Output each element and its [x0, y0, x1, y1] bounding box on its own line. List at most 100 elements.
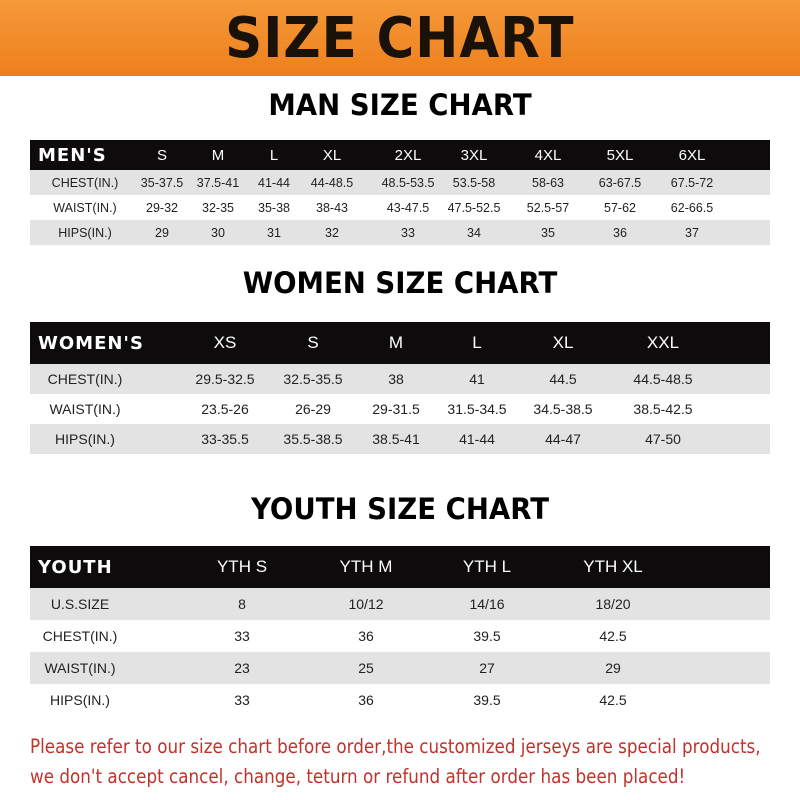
table-cell: 44.5-48.5: [633, 371, 693, 387]
table-cell: 52.5-57: [526, 200, 570, 215]
banner: SIZE CHART: [0, 0, 800, 76]
table-cell: 58-63: [532, 175, 564, 190]
measure-label: U.S.SIZE: [50, 596, 110, 612]
table-cell: 30: [211, 225, 225, 240]
table-cell: 36: [613, 225, 627, 240]
size-header: M: [388, 333, 404, 352]
table-cell: 31.5-34.5: [447, 401, 507, 417]
notice-line-2: we don't accept cancel, change, teturn o…: [30, 765, 686, 788]
men-size-table: MEN'S S M L XL 2XL 3XL 4XL 5XL 6XL CHEST(IN.) 35-37…: [30, 140, 770, 245]
table-cell: 67.5-72: [670, 175, 714, 190]
table-cell: 34: [467, 225, 481, 240]
table-cell: 38.5-41: [372, 431, 420, 447]
table-cell: 47-50: [645, 431, 681, 447]
measure-label: CHEST(IN.): [42, 628, 118, 644]
table-cell: 37: [685, 225, 699, 240]
women-chart-title: WOMEN SIZE CHART: [242, 266, 558, 300]
size-header: 3XL: [460, 146, 488, 164]
table-header-row: WOMEN'S XS S M L XL XXL: [30, 322, 770, 364]
table-cell: 35: [541, 225, 555, 240]
table-cell: 41-44: [459, 431, 495, 447]
table-cell: 36: [358, 628, 374, 644]
size-header: YTH L: [462, 557, 512, 576]
size-header: 4XL: [534, 146, 562, 164]
table-title-cell: YOUTH: [38, 556, 113, 578]
table-row: U.S.SIZE 8 10/12 14/16 18/20: [30, 588, 770, 620]
table-cell: 23: [234, 660, 250, 676]
table-cell: 43-47.5: [386, 200, 430, 215]
table-cell: 42.5: [599, 692, 627, 708]
table-cell: 27: [479, 660, 495, 676]
size-header: 6XL: [678, 146, 706, 164]
table-cell: 32-35: [202, 200, 234, 215]
size-header: YTH XL: [583, 557, 643, 576]
size-header: S: [307, 333, 319, 352]
table-cell: 57-62: [604, 200, 636, 215]
measure-label: HIPS(IN.): [50, 692, 110, 708]
table-cell: 39.5: [473, 628, 501, 644]
table-cell: 35-38: [258, 200, 290, 215]
size-header: XL: [322, 146, 342, 164]
table-cell: 33: [234, 692, 250, 708]
size-header: L: [269, 146, 279, 164]
banner-title: SIZE CHART: [225, 5, 575, 71]
size-header: S: [156, 146, 168, 164]
table-title-cell: MEN'S: [38, 144, 107, 166]
table-title-cell: WOMEN'S: [38, 332, 144, 354]
table-cell: 44-47: [545, 431, 581, 447]
size-header: 2XL: [394, 146, 422, 164]
table-cell: 38-43: [316, 200, 348, 215]
table-row: HIPS(IN.) 33 36 39.5 42.5: [30, 684, 770, 716]
table-cell: 29-32: [146, 200, 178, 215]
table-cell: 32: [325, 225, 339, 240]
table-cell: 23.5-26: [201, 401, 249, 417]
measure-label: HIPS(IN.): [58, 225, 112, 240]
table-cell: 47.5-52.5: [447, 200, 501, 215]
table-cell: 31: [267, 225, 281, 240]
measure-label: HIPS(IN.): [55, 431, 115, 447]
table-cell: 38.5-42.5: [633, 401, 693, 417]
table-cell: 41: [469, 371, 485, 387]
table-cell: 35.5-38.5: [283, 431, 343, 447]
size-header: YTH M: [339, 557, 393, 576]
table-cell: 29.5-32.5: [195, 371, 255, 387]
table-cell: 35-37.5: [140, 175, 184, 190]
measure-label: WAIST(IN.): [53, 200, 117, 215]
table-cell: 37.5-41: [196, 175, 240, 190]
table-cell: 38: [388, 371, 404, 387]
size-header: 5XL: [606, 146, 634, 164]
table-cell: 44.5: [549, 371, 577, 387]
measure-label: WAIST(IN.): [49, 401, 121, 417]
table-row: CHEST(IN.) 29.5-32.5 32.5-35.5 38 41 44.5 44.5…: [30, 364, 770, 394]
table-cell: 8: [238, 596, 246, 612]
table-cell: 29-31.5: [372, 401, 420, 417]
size-header: XXL: [646, 333, 680, 352]
table-cell: 34.5-38.5: [533, 401, 593, 417]
table-row: HIPS(IN.) 29 30 31 32 33 34 35 36 37: [30, 220, 770, 245]
size-header: M: [211, 146, 225, 164]
table-cell: 63-67.5: [598, 175, 642, 190]
table-cell: 26-29: [295, 401, 331, 417]
size-header: XS: [213, 333, 237, 352]
table-header-row: MEN'S S M L XL 2XL 3XL 4XL 5XL 6XL: [30, 140, 770, 170]
table-cell: 36: [358, 692, 374, 708]
youth-chart-title: YOUTH SIZE CHART: [250, 492, 550, 526]
table-row: CHEST(IN.) 35-37.5 37.5-41 41-44 44-48.5 48.5…: [30, 170, 770, 195]
table-row: WAIST(IN.) 29-32 32-35 35-38 38-43 43-47.5 47.…: [30, 195, 770, 220]
table-cell: 33-35.5: [201, 431, 249, 447]
table-row: WAIST(IN.) 23 25 27 29: [30, 652, 770, 684]
table-cell: 39.5: [473, 692, 501, 708]
table-cell: 33: [234, 628, 250, 644]
table-cell: 32.5-35.5: [283, 371, 343, 387]
table-cell: 48.5-53.5: [381, 175, 435, 190]
women-size-table: WOMEN'S XS S M L XL XXL CHEST(IN.) 29.5-32.5 32.5…: [30, 322, 770, 454]
table-cell: 42.5: [599, 628, 627, 644]
table-header-row: YOUTH YTH S YTH M YTH L YTH XL: [30, 546, 770, 588]
notice-line-1: Please refer to our size chart before or…: [30, 735, 761, 758]
table-cell: 29: [605, 660, 621, 676]
table-row: WAIST(IN.) 23.5-26 26-29 29-31.5 31.5-34.5 34…: [30, 394, 770, 424]
table-cell: 44-48.5: [310, 175, 354, 190]
table-cell: 41-44: [258, 175, 290, 190]
table-cell: 14/16: [469, 596, 505, 612]
table-cell: 62-66.5: [670, 200, 714, 215]
